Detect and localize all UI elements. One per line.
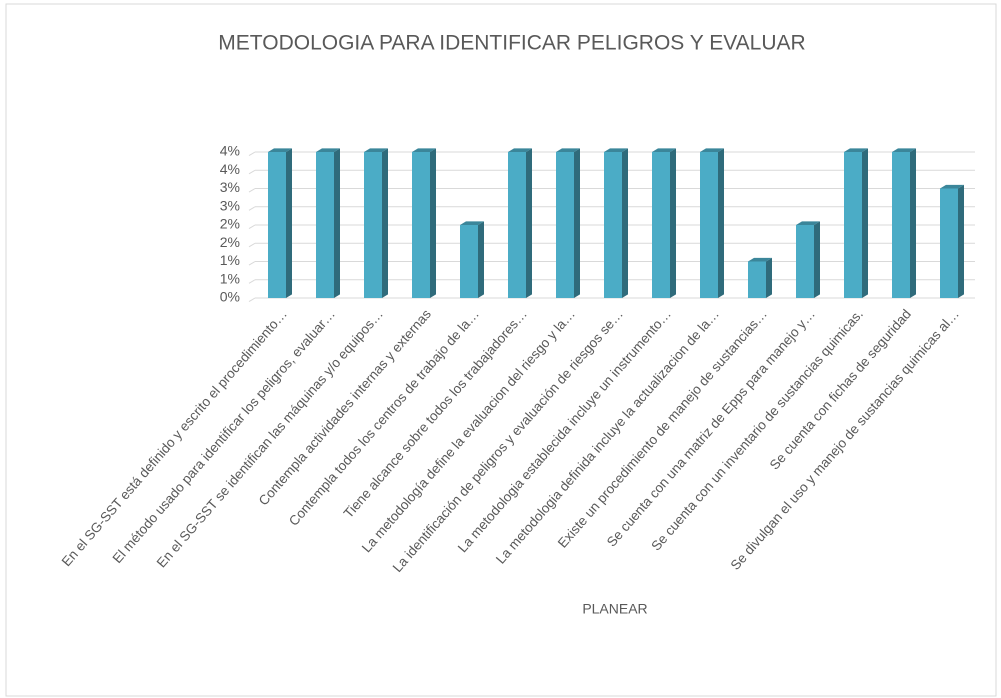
- bar-side: [526, 148, 532, 298]
- bar-top: [748, 257, 772, 262]
- bar-front: [700, 152, 718, 298]
- bar: [268, 148, 292, 298]
- bar: [412, 148, 436, 298]
- bar-top: [268, 148, 292, 152]
- bar-top: [940, 184, 964, 189]
- bar-top: [316, 148, 340, 152]
- bar-front: [556, 152, 574, 298]
- bar-side: [958, 184, 964, 298]
- bar-top: [364, 148, 388, 152]
- bar: [556, 148, 580, 298]
- grid-line-depth: [248, 206, 256, 211]
- bar-front: [604, 152, 622, 298]
- y-tick-label: 1%: [220, 252, 240, 268]
- bar-top: [844, 148, 868, 152]
- bar-side: [814, 221, 820, 298]
- bar: [316, 148, 340, 298]
- bar-top: [652, 148, 676, 152]
- bar-side: [382, 148, 388, 298]
- y-tick-label: 4%: [220, 161, 240, 177]
- grid-line-depth: [248, 297, 256, 303]
- bar-top: [460, 221, 484, 225]
- bar-side: [430, 148, 436, 298]
- grid-line-depth: [248, 169, 256, 175]
- bar-top: [796, 221, 820, 225]
- grid-line-depth: [248, 279, 256, 284]
- bar-side: [718, 148, 724, 298]
- bar: [652, 148, 676, 298]
- bar-top: [604, 148, 628, 152]
- x-axis-label: PLANEAR: [582, 601, 647, 617]
- bar-side: [478, 221, 484, 298]
- bar-side: [862, 148, 868, 298]
- y-tick-label: 1%: [220, 270, 240, 286]
- bar-top: [556, 148, 580, 152]
- bar-top: [700, 148, 724, 152]
- grid-line-depth: [248, 261, 256, 266]
- bar-front: [796, 225, 814, 298]
- y-tick-label: 2%: [220, 234, 240, 250]
- bar-side: [622, 148, 628, 298]
- bar-front: [652, 152, 670, 298]
- y-tick-label: 2%: [220, 216, 240, 232]
- y-tick-label: 0%: [220, 289, 240, 305]
- bar-side: [286, 148, 292, 298]
- bar-front: [844, 152, 862, 298]
- bar-front: [268, 152, 286, 298]
- bar-front: [412, 152, 430, 298]
- y-tick-label: 3%: [220, 179, 240, 195]
- bar: [364, 148, 388, 298]
- chart-title: METODOLOGIA PARA IDENTIFICAR PELIGROS Y …: [218, 32, 805, 55]
- bar-front: [316, 152, 334, 298]
- bar-front: [364, 152, 382, 298]
- bar: [940, 184, 964, 298]
- bar-side: [334, 148, 340, 298]
- y-tick-label: 3%: [220, 197, 240, 213]
- bar: [460, 221, 484, 298]
- bar: [892, 148, 916, 298]
- bar-side: [910, 148, 916, 298]
- bar-top: [412, 148, 436, 152]
- grid-line-depth: [248, 151, 256, 157]
- bar: [748, 257, 772, 298]
- grid-line-depth: [248, 188, 256, 193]
- bar: [604, 148, 628, 298]
- bar-front: [508, 152, 526, 298]
- bar-front: [940, 188, 958, 298]
- bar-front: [748, 261, 766, 298]
- grid-line-depth: [248, 242, 256, 248]
- bar-top: [508, 148, 532, 152]
- bar: [796, 221, 820, 298]
- chart-frame: [5, 3, 997, 697]
- bar-side: [766, 257, 772, 298]
- bar: [508, 148, 532, 298]
- bar-front: [892, 152, 910, 298]
- bar-top: [892, 148, 916, 152]
- y-tick-label: 4%: [220, 143, 240, 159]
- bar-side: [670, 148, 676, 298]
- grid-line-depth: [248, 224, 256, 230]
- bar: [844, 148, 868, 298]
- bar-front: [460, 225, 478, 298]
- bar: [700, 148, 724, 298]
- bar-side: [574, 148, 580, 298]
